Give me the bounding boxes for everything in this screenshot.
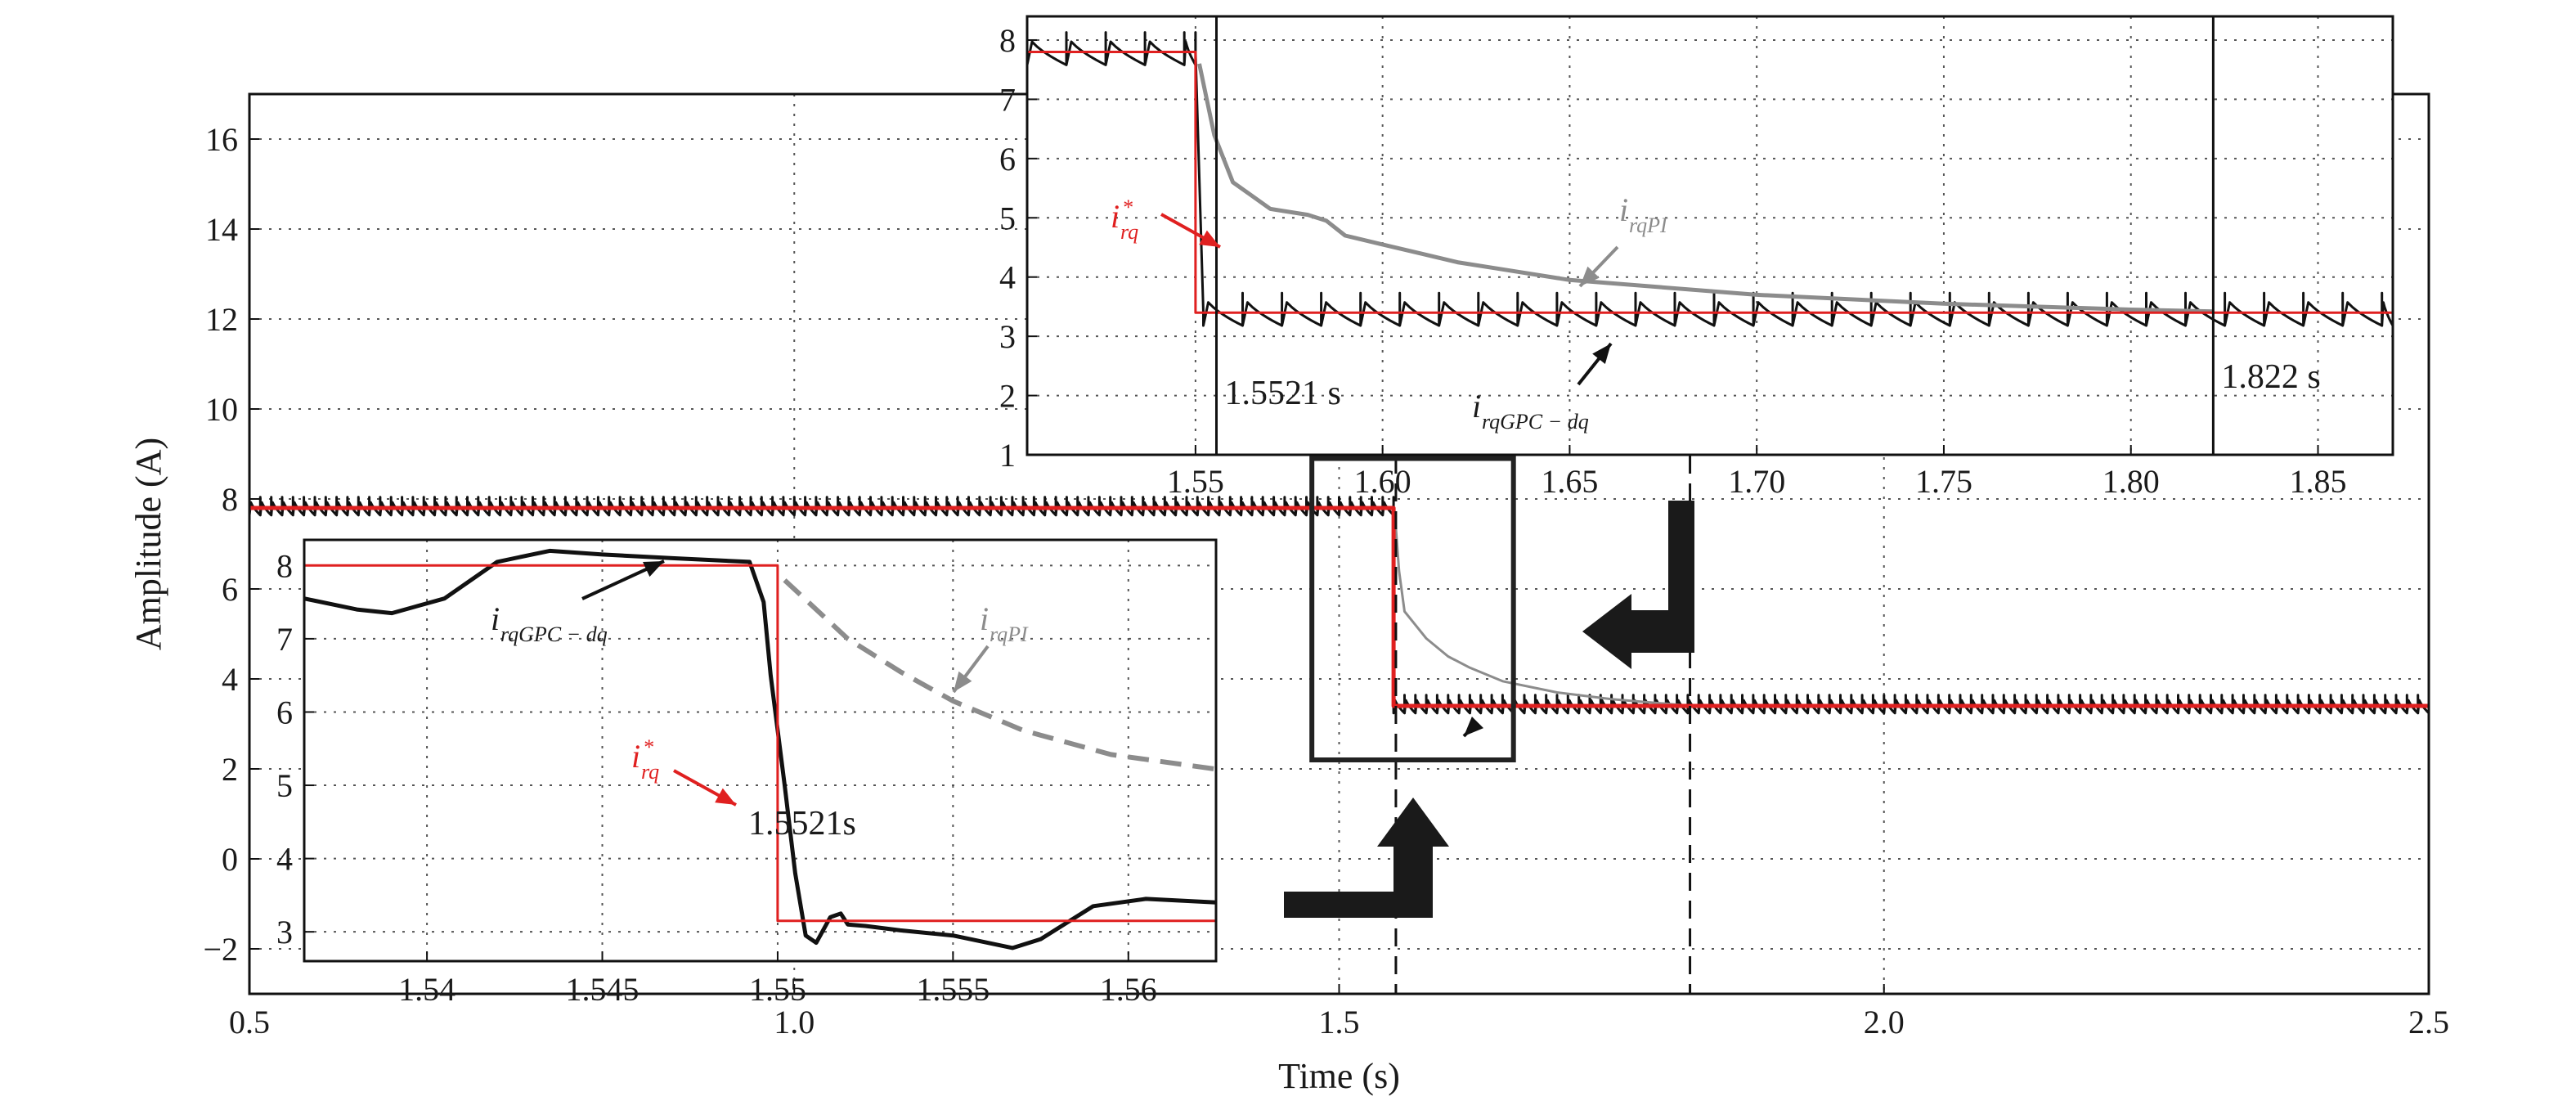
y-tick-label: 7 (999, 81, 1016, 118)
block-arrow-left (1582, 501, 1694, 669)
x-tick-label: 0.5 (229, 1004, 270, 1040)
plot-area (1027, 16, 2393, 455)
y-tick-label: 2 (222, 751, 238, 788)
x-tick-label: 1.70 (1728, 463, 1785, 500)
svg-text:*: * (643, 735, 653, 759)
y-tick-label: 3 (276, 914, 293, 950)
y-tick-label: 6 (999, 141, 1016, 178)
svg-text:i: i (1472, 388, 1481, 425)
series-ref (304, 564, 1216, 923)
y-tick-label: 2 (999, 378, 1016, 415)
x-tick-label: 1.60 (1354, 463, 1411, 500)
series-group (304, 548, 1216, 950)
series-gpc (1027, 31, 2393, 327)
label-ref: i rq* (631, 735, 659, 784)
svg-text:rqGPC − dq: rqGPC − dq (500, 622, 608, 646)
label-ref: i rq* (1111, 195, 1138, 244)
arrow-pi (1578, 245, 1619, 288)
svg-text:*: * (1122, 195, 1133, 219)
x-tick-label: 1.80 (2103, 463, 2160, 500)
series-pi (1197, 63, 2214, 314)
series-group (249, 496, 2429, 715)
time-marker-label: 1.5521s (748, 805, 856, 843)
x-axis-title: Time (s) (1278, 1056, 1400, 1096)
y-tick-label: 0 (222, 841, 238, 878)
x-tick-label: 1.55 (1167, 463, 1224, 500)
series-pi (783, 578, 1216, 772)
y-tick-label: 6 (222, 571, 238, 608)
label-pi: i rqPI (980, 600, 1029, 646)
arrow-gpc (1577, 342, 1613, 386)
arrow-ref (673, 769, 737, 807)
series-ref (249, 506, 2429, 708)
y-tick-label: 16 (205, 121, 238, 158)
label-gpc: i rqGPC − dq (1472, 388, 1589, 434)
y-tick-label: 7 (276, 621, 293, 658)
arrow-ref (1160, 213, 1221, 249)
svg-text:rqPI: rqPI (990, 622, 1029, 646)
grid (1027, 16, 2393, 455)
arrow-pi (952, 645, 990, 694)
top-inset-chart: 1.55 1.60 1.65 1.70 1.75 1.80 1.85 1 2 3 4 5 6 7 8 1.55… (999, 15, 2394, 500)
x-tick-label: 1.55 (749, 971, 806, 1008)
y-tick-label: 4 (999, 259, 1016, 296)
x-tick-label: 1.65 (1541, 463, 1598, 500)
x-tick-label: 1.54 (398, 971, 456, 1008)
block-arrow-up (1284, 798, 1449, 918)
x-tick-label: 1.0 (774, 1004, 815, 1040)
arrow-gpc (581, 559, 665, 600)
x-tick-label: 1.545 (566, 971, 640, 1008)
x-tick-label: 1.75 (1915, 463, 1972, 500)
left-inset-frame (303, 538, 1218, 963)
y-tick-label: 5 (276, 767, 293, 804)
y-tick-label: 10 (205, 391, 238, 428)
time-marker-label: 1.5521 s (1224, 375, 1340, 412)
y-tick-label: 5 (999, 200, 1016, 236)
svg-text:i: i (631, 738, 640, 775)
y-tick-label: 8 (222, 481, 238, 518)
x-tick-label: 1.5 (1319, 1004, 1360, 1040)
y-tick-label: 3 (999, 318, 1016, 355)
y-tick-label: 14 (205, 211, 238, 248)
svg-text:i: i (491, 600, 500, 637)
y-tick-label: −2 (203, 931, 238, 968)
y-tick-label: 6 (276, 694, 293, 730)
small-arrow (1462, 716, 1484, 738)
y-tick-label: 8 (276, 547, 293, 584)
time-marker-label: 1.822 s (2221, 358, 2320, 396)
svg-text:rq: rq (1120, 220, 1138, 244)
y-tick-label: 1 (999, 437, 1016, 474)
y-tick-label: 4 (222, 661, 238, 698)
series-gpc (304, 548, 1216, 950)
x-tick-label: 1.85 (2289, 463, 2346, 500)
y-axis-title: Amplitude (A) (128, 438, 168, 650)
label-pi: i rqPI (1619, 191, 1668, 237)
y-tick-label: 4 (276, 841, 293, 878)
x-tick-label: 2.0 (1864, 1004, 1905, 1040)
zoom-region-box (1309, 456, 1516, 762)
series-pi (1393, 512, 1690, 708)
label-gpc: i rqGPC − dq (491, 600, 608, 646)
series-group (1027, 31, 2393, 327)
plot-area (304, 540, 1216, 961)
x-tick-label: 1.56 (1100, 971, 1157, 1008)
svg-text:rq: rq (641, 760, 659, 784)
x-tick-label: 1.555 (916, 971, 990, 1008)
svg-text:i: i (1619, 191, 1628, 228)
x-tick-label: 2.5 (2408, 1004, 2449, 1040)
series-ref (1027, 51, 2393, 314)
top-inset-frame (1025, 15, 2394, 456)
y-tick-label: 12 (205, 301, 238, 338)
svg-text:i: i (980, 600, 989, 637)
svg-text:rqPI: rqPI (1629, 213, 1668, 237)
y-tick-label: 8 (999, 22, 1016, 59)
svg-text:rqGPC − dq: rqGPC − dq (1482, 410, 1589, 434)
svg-text:i: i (1111, 198, 1120, 235)
